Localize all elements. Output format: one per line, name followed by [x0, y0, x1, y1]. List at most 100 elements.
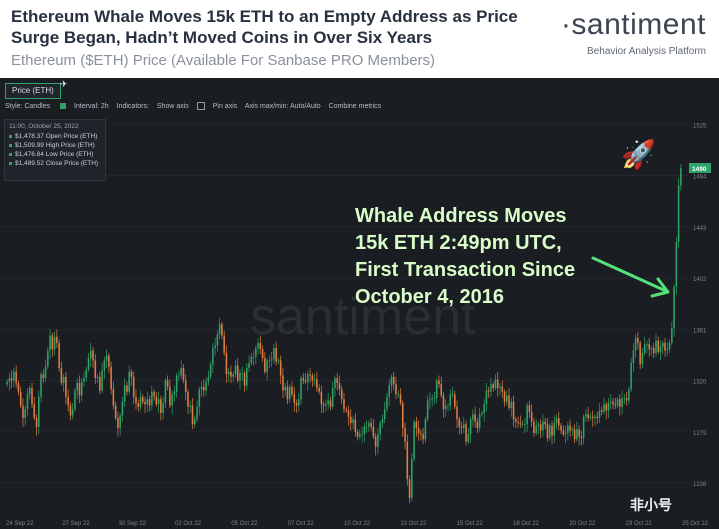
- candle: [431, 398, 433, 400]
- candle: [291, 386, 293, 395]
- candle: [625, 398, 628, 401]
- candle: [266, 360, 268, 372]
- candle: [232, 374, 235, 377]
- candle: [453, 394, 456, 407]
- y-tick-label: 1238: [693, 482, 707, 488]
- candle: [503, 391, 506, 402]
- candle: [381, 419, 384, 423]
- candle: [619, 399, 621, 407]
- candle: [178, 375, 180, 377]
- candle: [85, 369, 88, 378]
- candle: [239, 373, 241, 381]
- candle: [551, 425, 553, 436]
- chart-watermark: santiment: [250, 288, 476, 346]
- candle: [22, 405, 24, 418]
- candle: [236, 365, 239, 381]
- candle: [216, 334, 219, 346]
- candle: [395, 384, 397, 395]
- candle: [261, 349, 264, 358]
- candle: [449, 394, 452, 406]
- candle: [411, 459, 413, 498]
- candle: [680, 168, 682, 186]
- candle: [603, 404, 605, 412]
- candle: [370, 423, 372, 427]
- candle: [329, 400, 332, 407]
- candle: [374, 436, 377, 447]
- candle: [401, 403, 404, 428]
- close-dot: [9, 161, 12, 165]
- candle: [447, 405, 449, 407]
- candle: [637, 338, 639, 343]
- candle: [205, 381, 207, 391]
- info-high: $1,509.99 High Price (ETH): [15, 142, 95, 149]
- candle: [198, 389, 201, 407]
- x-tick-label: 07 Oct 22: [288, 521, 315, 527]
- chart-area: 1525 1484 1443 1402 1361 1320 1279 1238 24 Sep 2…: [0, 78, 719, 529]
- candle: [657, 340, 660, 352]
- candle: [490, 384, 492, 392]
- annotation-line-1: Whale Address Moves: [355, 205, 567, 227]
- color-swatch-icon[interactable]: [60, 103, 67, 109]
- candle: [668, 343, 671, 350]
- candle: [546, 424, 549, 438]
- candle: [589, 416, 592, 418]
- candle: [481, 413, 483, 415]
- candle: [377, 434, 379, 447]
- interval-selector[interactable]: Interval: 2h: [74, 102, 109, 110]
- brand-tagline: Behavior Analysis Platform: [587, 46, 706, 57]
- candle: [49, 335, 51, 351]
- candle: [128, 371, 131, 392]
- axis-minmax-selector[interactable]: Axis max/min: Auto/Auto: [244, 102, 321, 110]
- y-tick-label: 1525: [693, 123, 707, 129]
- candle: [193, 419, 196, 425]
- source-watermark: 非小号: [630, 497, 672, 513]
- candle: [383, 409, 386, 420]
- candle: [135, 396, 137, 403]
- candle: [508, 395, 510, 408]
- rocket-tab-icon[interactable]: ✈: [60, 79, 68, 89]
- candle: [641, 353, 644, 365]
- candle: [28, 388, 31, 395]
- candle: [420, 433, 422, 435]
- pin-axis-toggle[interactable]: Pin axis: [212, 102, 238, 110]
- candle: [517, 421, 519, 423]
- candle: [318, 388, 320, 392]
- candle: [35, 418, 38, 427]
- candle: [347, 410, 350, 417]
- show-axis-toggle[interactable]: Show axis: [156, 102, 189, 110]
- candle: [139, 396, 142, 407]
- candle: [13, 371, 15, 381]
- candle: [598, 410, 601, 418]
- candle: [105, 355, 108, 361]
- x-tick-label: 23 Oct 22: [626, 521, 653, 527]
- candle: [277, 360, 280, 362]
- candle: [422, 434, 424, 440]
- candle: [275, 348, 277, 362]
- candle: [270, 359, 273, 361]
- candle: [485, 390, 488, 405]
- combine-metrics-button[interactable]: Combine metrics: [328, 102, 382, 110]
- candle: [87, 358, 90, 370]
- candle: [438, 380, 440, 385]
- candle: [571, 429, 574, 431]
- annotation-arrow: [591, 256, 668, 293]
- candle: [19, 391, 22, 406]
- candle: [673, 286, 675, 328]
- candle: [160, 399, 162, 413]
- candle: [169, 386, 171, 406]
- candle: [284, 386, 287, 391]
- chart-subtitle: Ethereum ($ETH) Price (Available For San…: [11, 52, 436, 69]
- show-axis-checkbox[interactable]: [196, 102, 205, 110]
- candle: [316, 379, 318, 388]
- candle: [413, 421, 415, 460]
- style-selector[interactable]: Style: Candles: [5, 102, 51, 110]
- chart-toolbar: Style: Candles Interval: 2h Indicators: …: [5, 102, 387, 114]
- candle: [363, 426, 366, 435]
- tab-price-eth[interactable]: Price (ETH): [5, 83, 61, 99]
- candle: [605, 404, 608, 411]
- indicators-selector[interactable]: Indicators:: [116, 102, 149, 110]
- candle: [519, 423, 522, 425]
- candle: [218, 324, 221, 335]
- candle: [207, 376, 210, 382]
- candle: [499, 386, 501, 388]
